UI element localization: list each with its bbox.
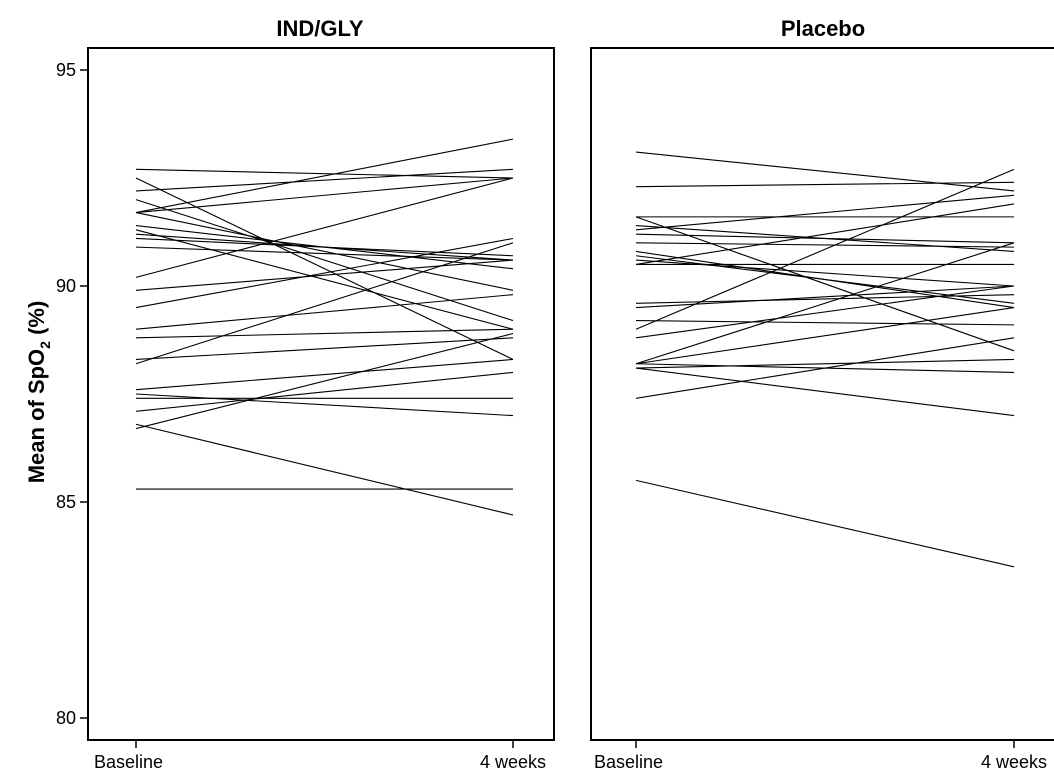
series-line (135, 332, 514, 430)
y-axis-label-subscript: 2 (37, 341, 53, 349)
series-line (635, 233, 1015, 244)
series-line (135, 246, 514, 261)
series-line (135, 199, 514, 322)
x-tick-label: 4 weeks (480, 752, 546, 772)
series-line (635, 242, 1015, 365)
y-axis-label-suffix: (%) (24, 301, 49, 341)
series-line (635, 358, 1015, 369)
panel-ind-gly: IND/GLY 80 85 90 95 Baseline 4 weeks (56, 16, 555, 772)
series-line (135, 423, 514, 516)
series-line (635, 285, 1015, 309)
series-line (635, 168, 1015, 330)
series-lines (635, 151, 1015, 568)
series-line (135, 177, 514, 278)
series-line (135, 237, 514, 309)
y-tick-label: 90 (56, 276, 76, 296)
series-line (135, 393, 514, 417)
series-line (635, 181, 1015, 188)
series-line (135, 242, 514, 365)
y-tick-label: 80 (56, 708, 76, 728)
series-line (135, 358, 514, 391)
series-line (635, 367, 1015, 417)
series-line (135, 371, 514, 412)
series-line (135, 229, 514, 330)
series-line (635, 337, 1015, 399)
series-line (135, 237, 514, 257)
series-line (635, 194, 1015, 231)
y-axis: 80 85 90 95 (56, 60, 88, 728)
x-axis: Baseline 4 weeks (594, 740, 1047, 772)
x-tick-label: Baseline (94, 752, 163, 772)
series-line (635, 479, 1015, 568)
series-line (135, 177, 514, 360)
series-line (635, 216, 1015, 352)
x-axis: Baseline 4 weeks (94, 740, 546, 772)
series-line (135, 328, 514, 339)
series-line (135, 212, 514, 291)
series-line (135, 168, 514, 179)
series-line (135, 294, 514, 330)
series-line (135, 168, 514, 192)
series-line (135, 259, 514, 291)
y-axis-label: Mean of SpO2 (%) (24, 301, 53, 484)
series-line (635, 285, 1015, 339)
series-line (635, 255, 1015, 304)
series-line (635, 203, 1015, 265)
series-lines (135, 138, 514, 516)
series-line (135, 337, 514, 360)
series-line (635, 307, 1015, 365)
panel-placebo: Placebo Baseline 4 weeks (590, 16, 1054, 772)
x-tick-label: 4 weeks (981, 752, 1047, 772)
panel-title: IND/GLY (276, 16, 364, 41)
y-axis-label-main: Mean of SpO (24, 349, 49, 483)
series-line (635, 320, 1015, 326)
x-tick-label: Baseline (594, 752, 663, 772)
series-line (135, 138, 514, 214)
series-line (635, 242, 1015, 248)
y-tick-label: 85 (56, 492, 76, 512)
y-tick-label: 95 (56, 60, 76, 80)
panel-frame (590, 47, 1054, 741)
series-line (635, 151, 1015, 192)
panel-title: Placebo (781, 16, 865, 41)
panel-frame (87, 47, 555, 741)
series-line (635, 294, 1015, 304)
series-line (135, 177, 514, 214)
